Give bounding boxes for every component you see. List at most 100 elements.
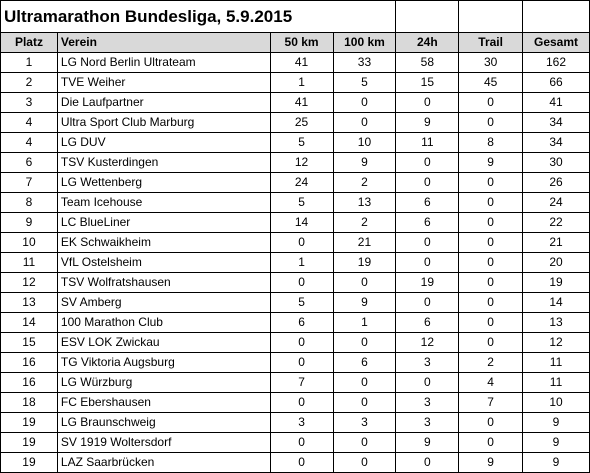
cell-100km: 0 [332,432,397,453]
cell-100km: 10 [332,132,397,153]
cell-platz: 19 [0,412,58,433]
cell-50km: 25 [269,112,334,133]
table-row: 19 LG Braunschweig 3 3 3 0 9 [0,412,590,433]
table-row: 16 TG Viktoria Augsburg 0 6 3 2 11 [0,352,590,373]
cell-trail: 0 [458,192,524,213]
cell-50km: 6 [269,312,334,333]
cell-24h: 9 [395,432,460,453]
cell-trail: 9 [458,452,524,473]
table-row: 19 LAZ Saarbrücken 0 0 0 9 9 [0,452,590,473]
table-row: 10 EK Schwaikheim 0 21 0 0 21 [0,232,590,253]
cell-24h: 6 [395,312,460,333]
cell-trail: 0 [458,412,524,433]
cell-100km: 0 [332,332,397,353]
page-title: Ultramarathon Bundesliga, 5.9.2015 [0,0,396,33]
cell-50km: 0 [269,432,334,453]
cell-verein: EK Schwaikheim [56,232,271,253]
cell-platz: 19 [0,452,58,473]
table-row: 18 FC Ebershausen 0 0 3 7 10 [0,392,590,413]
cell-50km: 3 [269,412,334,433]
cell-50km: 1 [269,252,334,273]
cell-24h: 0 [395,172,460,193]
cell-50km: 0 [269,232,334,253]
cell-100km: 0 [332,272,397,293]
cell-100km: 0 [332,372,397,393]
cell-trail: 0 [458,172,524,193]
cell-100km: 33 [332,52,397,73]
cell-gesamt: 34 [522,112,590,133]
cell-platz: 10 [0,232,58,253]
cell-100km: 19 [332,252,397,273]
cell-24h: 0 [395,152,460,173]
header-100km: 100 km [332,32,397,53]
header-50km: 50 km [269,32,334,53]
cell-24h: 6 [395,192,460,213]
cell-gesamt: 14 [522,292,590,313]
header-24h: 24h [395,32,460,53]
cell-trail: 0 [458,212,524,233]
cell-50km: 0 [269,392,334,413]
cell-100km: 0 [332,452,397,473]
table-row: 4 LG DUV 5 10 11 8 34 [0,132,590,153]
cell-platz: 16 [0,352,58,373]
cell-platz: 19 [0,432,58,453]
header-row: Platz Verein 50 km 100 km 24h Trail Gesa… [0,32,590,53]
cell-24h: 6 [395,212,460,233]
cell-100km: 9 [332,152,397,173]
table-row: 16 LG Würzburg 7 0 0 4 11 [0,372,590,393]
cell-100km: 2 [332,212,397,233]
cell-24h: 15 [395,72,460,93]
cell-24h: 3 [395,412,460,433]
cell-gesamt: 24 [522,192,590,213]
cell-trail: 9 [458,152,524,173]
cell-verein: LG DUV [56,132,271,153]
table-row: 13 SV Amberg 5 9 0 0 14 [0,292,590,313]
cell-24h: 58 [395,52,460,73]
cell-gesamt: 22 [522,212,590,233]
cell-platz: 4 [0,132,58,153]
cell-100km: 0 [332,92,397,113]
cell-gesamt: 9 [522,432,590,453]
cell-verein: TVE Weiher [56,72,271,93]
cell-gesamt: 66 [522,72,590,93]
cell-verein: LC BlueLiner [56,212,271,233]
cell-gesamt: 13 [522,312,590,333]
cell-verein: 100 Marathon Club [56,312,271,333]
cell-50km: 24 [269,172,334,193]
cell-24h: 3 [395,352,460,373]
cell-24h: 0 [395,252,460,273]
cell-platz: 15 [0,332,58,353]
cell-gesamt: 9 [522,412,590,433]
cell-trail: 0 [458,432,524,453]
cell-100km: 0 [332,112,397,133]
cell-platz: 1 [0,52,58,73]
cell-100km: 9 [332,292,397,313]
cell-platz: 11 [0,252,58,273]
table-row: 1 LG Nord Berlin Ultrateam 41 33 58 30 162 [0,52,590,73]
empty-cell [395,0,460,33]
cell-50km: 0 [269,452,334,473]
cell-trail: 0 [458,252,524,273]
cell-verein: FC Ebershausen [56,392,271,413]
cell-verein: Ultra Sport Club Marburg [56,112,271,133]
cell-platz: 6 [0,152,58,173]
cell-verein: SV Amberg [56,292,271,313]
cell-50km: 0 [269,272,334,293]
table-row: 12 TSV Wolfratshausen 0 0 19 0 19 [0,272,590,293]
cell-gesamt: 11 [522,372,590,393]
cell-verein: TSV Kusterdingen [56,152,271,173]
cell-50km: 41 [269,52,334,73]
cell-platz: 12 [0,272,58,293]
cell-24h: 12 [395,332,460,353]
cell-platz: 9 [0,212,58,233]
cell-gesamt: 10 [522,392,590,413]
cell-100km: 21 [332,232,397,253]
cell-verein: LG Nord Berlin Ultrateam [56,52,271,73]
cell-platz: 8 [0,192,58,213]
table-row: 2 TVE Weiher 1 5 15 45 66 [0,72,590,93]
table-row: 7 LG Wettenberg 24 2 0 0 26 [0,172,590,193]
cell-24h: 11 [395,132,460,153]
cell-trail: 30 [458,52,524,73]
cell-trail: 7 [458,392,524,413]
